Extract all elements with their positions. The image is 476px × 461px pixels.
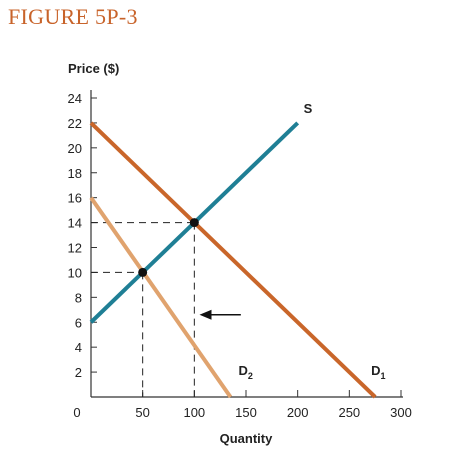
- y-tick-label: 10: [68, 265, 82, 280]
- x-tick-label: 200: [287, 405, 309, 420]
- y-tick-label: 12: [68, 241, 82, 256]
- y-tick-label: 14: [68, 216, 82, 231]
- x-tick-label: 300: [390, 405, 412, 420]
- y-tick-label: 2: [75, 365, 82, 380]
- x-tick-label: 250: [338, 405, 360, 420]
- x-tick-label: 150: [235, 405, 257, 420]
- equilibrium-point: [138, 267, 148, 277]
- x-axis-title: Quantity: [220, 431, 273, 446]
- y-tick-label: 8: [75, 290, 82, 305]
- curve-label-letter: S: [304, 101, 313, 116]
- y-tick-label: 6: [75, 315, 82, 330]
- x-tick-label: 100: [183, 405, 205, 420]
- curve-label-d1: D1: [371, 363, 385, 381]
- y-tick-label: 22: [68, 116, 82, 131]
- curve-d1: [89, 121, 377, 399]
- x-tick-label: 50: [135, 405, 149, 420]
- figure-title: FIGURE 5P-3: [8, 4, 138, 29]
- curve-label-letter: D: [239, 363, 248, 378]
- y-tick-label: 24: [68, 91, 82, 106]
- equilibrium-point: [189, 218, 199, 228]
- y-axis-title: Price ($): [68, 61, 119, 76]
- y-tick-label: 18: [68, 166, 82, 181]
- curve-d2: [89, 196, 233, 399]
- curve-label-d2: D2: [239, 363, 253, 381]
- y-tick-label: 16: [68, 191, 82, 206]
- curve-label-letter: D: [371, 363, 380, 378]
- curve-label-subscript: 1: [381, 371, 386, 381]
- x-tick-label: 0: [73, 405, 80, 420]
- curve-label-subscript: 2: [248, 371, 253, 381]
- y-tick-label: 20: [68, 141, 82, 156]
- curve-label-s: S: [304, 101, 313, 116]
- shift-arrow-head: [199, 309, 212, 320]
- y-tick-label: 4: [75, 340, 82, 355]
